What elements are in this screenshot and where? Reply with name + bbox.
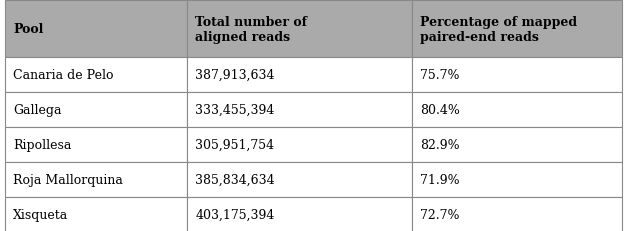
- Bar: [187, 1, 412, 58]
- Bar: [5, 128, 187, 162]
- Text: Ripollesa: Ripollesa: [13, 138, 71, 152]
- Text: Canaria de Pelo: Canaria de Pelo: [13, 69, 113, 82]
- Bar: [187, 93, 412, 128]
- Text: 387,913,634: 387,913,634: [195, 69, 275, 82]
- Text: 75.7%: 75.7%: [420, 69, 460, 82]
- Bar: [412, 128, 622, 162]
- Text: Total number of
aligned reads: Total number of aligned reads: [195, 15, 307, 43]
- Bar: [5, 162, 187, 197]
- Text: 385,834,634: 385,834,634: [195, 173, 275, 186]
- Text: 403,175,394: 403,175,394: [195, 208, 275, 221]
- Bar: [5, 58, 187, 93]
- Bar: [412, 162, 622, 197]
- Bar: [412, 58, 622, 93]
- Bar: [187, 162, 412, 197]
- Bar: [187, 128, 412, 162]
- Text: Gallega: Gallega: [13, 103, 61, 117]
- Text: 80.4%: 80.4%: [420, 103, 460, 117]
- Bar: [187, 58, 412, 93]
- Text: 72.7%: 72.7%: [420, 208, 460, 221]
- Text: Roja Mallorquina: Roja Mallorquina: [13, 173, 123, 186]
- Text: 333,455,394: 333,455,394: [195, 103, 275, 117]
- Bar: [412, 197, 622, 231]
- Bar: [5, 93, 187, 128]
- Text: Xisqueta: Xisqueta: [13, 208, 68, 221]
- Text: 71.9%: 71.9%: [420, 173, 460, 186]
- Text: Percentage of mapped
paired-end reads: Percentage of mapped paired-end reads: [420, 15, 577, 43]
- Text: Pool: Pool: [13, 23, 43, 36]
- Bar: [412, 1, 622, 58]
- Bar: [187, 197, 412, 231]
- Bar: [5, 1, 187, 58]
- Bar: [412, 93, 622, 128]
- Bar: [5, 197, 187, 231]
- Text: 305,951,754: 305,951,754: [195, 138, 274, 152]
- Text: 82.9%: 82.9%: [420, 138, 460, 152]
